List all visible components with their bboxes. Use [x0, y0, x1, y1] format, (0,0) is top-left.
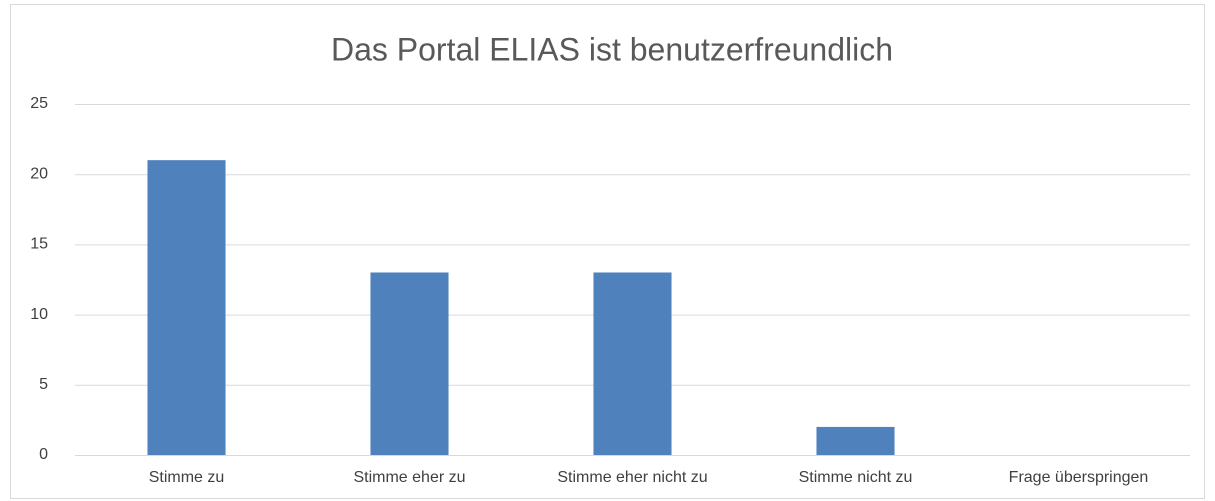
bar	[147, 160, 226, 455]
y-tick-label: 5	[39, 376, 48, 393]
chart-title: Das Portal ELIAS ist benutzerfreundlich	[331, 31, 893, 67]
x-tick-label: Stimme eher zu	[353, 469, 465, 486]
y-tick-label: 25	[30, 95, 48, 112]
x-tick-label: Stimme nicht zu	[799, 469, 913, 486]
bar	[593, 272, 672, 455]
x-tick-label: Frage überspringen	[1009, 469, 1149, 486]
y-tick-label: 0	[39, 446, 48, 463]
y-tick-label: 20	[30, 165, 48, 182]
bar	[816, 426, 895, 455]
bar	[370, 272, 449, 455]
y-tick-label: 10	[30, 306, 48, 323]
x-tick-label: Stimme eher nicht zu	[557, 469, 707, 486]
x-tick-label: Stimme zu	[149, 469, 225, 486]
y-tick-label: 15	[30, 236, 48, 253]
